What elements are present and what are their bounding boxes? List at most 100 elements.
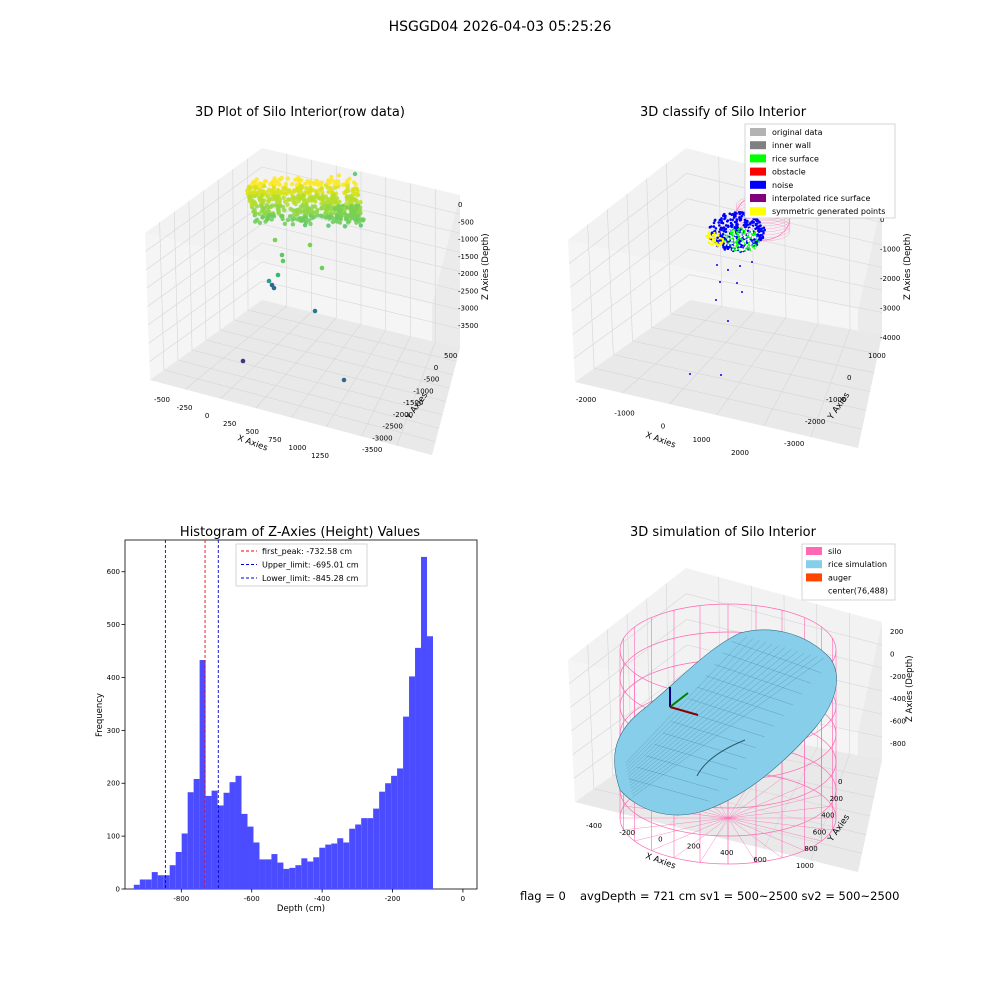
grid-line <box>666 163 672 314</box>
ztick-label: -400 <box>890 695 906 703</box>
raw-point <box>261 183 267 189</box>
raw-point <box>315 207 320 213</box>
symmetric-point <box>707 231 710 234</box>
raw-point <box>263 210 269 216</box>
hist-bar <box>307 861 314 889</box>
original-point <box>738 247 741 250</box>
panel1-title: 3D Plot of Silo Interior(row data) <box>195 105 405 120</box>
legend-swatch <box>750 207 766 216</box>
ytick-label: 0 <box>838 778 842 786</box>
legend-label: interpolated rice surface <box>772 194 870 203</box>
original-point <box>750 229 753 232</box>
original-point <box>734 234 737 237</box>
rice-surface-point <box>736 239 739 242</box>
hist-title: Histogram of Z-Axies (Height) Values <box>180 525 420 540</box>
hist-bar <box>253 842 260 889</box>
original-point <box>729 242 732 245</box>
raw-point <box>315 213 320 218</box>
hist-xtick-label: 0 <box>461 895 465 903</box>
raw-point <box>330 192 335 198</box>
ytick-label: 1000 <box>868 352 886 360</box>
noise-point <box>720 217 723 220</box>
panel-classify-3d: 3D classify of Silo Interior -2000 -1000 0… <box>568 105 913 457</box>
hist-bar <box>163 875 170 889</box>
raw-point <box>290 208 296 213</box>
original-point <box>735 248 738 251</box>
raw-point <box>332 200 338 205</box>
noise-point <box>715 299 717 301</box>
rice-surface-point <box>746 235 749 238</box>
raw-point <box>277 182 282 187</box>
ytick-label: -2000 <box>805 418 825 426</box>
panel1-ticks: -500-2500250500750100012505000-500-1000-… <box>154 201 478 460</box>
footer-flag: flag = 0 <box>520 889 566 903</box>
noise-point <box>742 211 746 215</box>
rice-mesh-line <box>631 656 818 795</box>
noise-point <box>735 223 738 226</box>
noise-point <box>720 374 722 376</box>
raw-point <box>336 181 341 187</box>
symmetric-point <box>709 242 712 245</box>
silo-floor-spoke <box>727 785 805 819</box>
symmetric-point <box>719 237 722 240</box>
hist-bar <box>355 824 362 889</box>
raw-point <box>332 185 338 190</box>
raw-point <box>344 205 349 210</box>
noise-point <box>741 291 743 293</box>
hist-ytick-label: 200 <box>107 780 120 788</box>
original-point <box>740 249 743 251</box>
panel1-floor <box>150 300 460 455</box>
original-point <box>731 239 733 242</box>
noise-point <box>744 222 748 225</box>
grid-line <box>217 179 221 331</box>
rice-surface-point <box>732 247 735 250</box>
symmetric-point <box>706 234 710 238</box>
hist-bar <box>169 865 176 889</box>
noise-point <box>720 234 723 238</box>
raw-point <box>328 178 334 183</box>
legend-swatch <box>750 194 766 202</box>
raw-point <box>342 211 347 216</box>
silo-floor-spoke <box>727 817 822 842</box>
raw-point <box>270 213 276 218</box>
original-point <box>727 244 730 247</box>
raw-point <box>276 211 281 216</box>
raw-point <box>295 175 301 181</box>
ytick-label: 600 <box>813 828 826 836</box>
panel-simulation-3d: 3D simulation of Silo Interior -400 -200 0… <box>568 525 915 872</box>
raw-point <box>326 223 331 228</box>
raw-point <box>292 188 297 193</box>
grid-line <box>148 261 263 344</box>
raw-point <box>290 181 295 187</box>
noise-point <box>754 223 758 227</box>
raw-point <box>299 178 304 183</box>
rice-surface-point <box>735 245 738 248</box>
rice-surface-point <box>730 233 733 236</box>
grid-line <box>261 242 461 291</box>
hist-bar <box>361 818 368 889</box>
outlier-point <box>319 265 325 271</box>
rice-surface-point <box>747 246 751 249</box>
rice-surface-point <box>752 240 755 243</box>
rice-mesh-line <box>630 652 805 789</box>
raw-point <box>323 194 328 199</box>
noise-point <box>732 216 736 219</box>
rice-surface <box>614 629 837 816</box>
hist-ytick-label: 300 <box>107 727 120 735</box>
raw-point <box>329 188 334 194</box>
raw-point <box>281 195 286 200</box>
original-point <box>754 246 757 249</box>
silo-floor-spoke <box>727 805 833 819</box>
hist-xtick-label: -400 <box>314 895 330 903</box>
silo-floor-spoke <box>673 817 729 858</box>
rice-mesh-line <box>654 744 738 770</box>
panel2-xlabel: X Axies <box>644 430 677 450</box>
noise-point <box>716 264 718 266</box>
original-point <box>732 230 735 233</box>
raw-point <box>312 204 318 209</box>
xtick-label: 400 <box>720 849 733 857</box>
original-point <box>743 248 746 251</box>
silo-floor-spoke <box>651 817 729 851</box>
ytick-label: -500 <box>424 376 440 384</box>
noise-point <box>762 231 765 235</box>
